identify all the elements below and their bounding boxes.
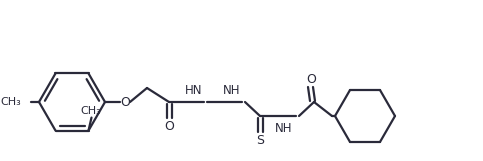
- Text: CH₃: CH₃: [0, 97, 21, 107]
- Text: S: S: [256, 134, 264, 147]
- Text: CH₃: CH₃: [80, 106, 101, 116]
- Text: O: O: [164, 120, 174, 133]
- Text: O: O: [306, 72, 316, 85]
- Text: HN: HN: [185, 84, 203, 96]
- Text: NH: NH: [275, 122, 293, 134]
- Text: NH: NH: [223, 84, 241, 96]
- Text: O: O: [120, 95, 130, 109]
